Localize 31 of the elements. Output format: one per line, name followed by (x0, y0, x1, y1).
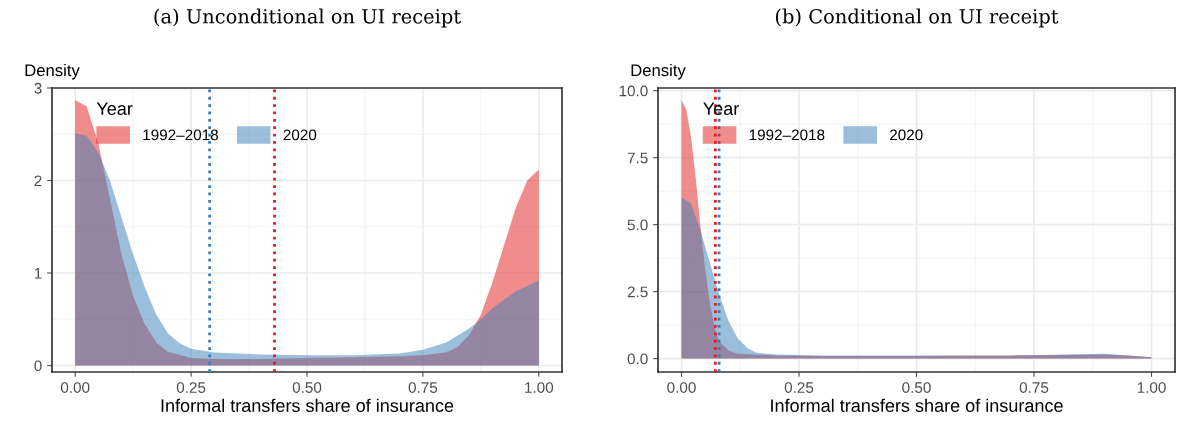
legend-title: Year (96, 102, 133, 116)
y-tick-label: 0.0 (627, 353, 648, 365)
y-tick-label: 2 (34, 175, 42, 187)
y-axis-title: Density (25, 63, 80, 80)
x-tick-label: 0.75 (1019, 382, 1049, 393)
legend-title: Year (703, 102, 739, 116)
y-tick-label: 5.0 (627, 219, 648, 231)
y-axis-title: Density (631, 63, 686, 80)
x-axis-title: Informal transfers share of insurance (161, 398, 454, 412)
x-tick-label: 0.25 (176, 382, 206, 393)
chart-title: (a) Unconditional on UI receipt (154, 8, 461, 28)
x-axis-title: Informal transfers share of insurance (771, 398, 1063, 412)
x-tick-label: 0.75 (408, 382, 438, 393)
legend-label: 1992–2018 (143, 129, 218, 141)
y-tick-label: 3 (34, 82, 42, 94)
x-tick-label: 1.00 (1137, 382, 1166, 393)
x-tick-label: 0.00 (60, 382, 90, 393)
y-tick-label: 2.5 (627, 286, 648, 298)
x-tick-label: 0.50 (292, 382, 322, 393)
x-tick-label: 0.25 (784, 382, 814, 393)
y-tick-label: 0 (34, 360, 42, 372)
y-tick-label: 7.5 (627, 152, 648, 164)
y-tick-label: 10.0 (619, 85, 648, 97)
legend-label: 1992–2018 (749, 129, 825, 141)
chart-title: (b) Conditional on UI receipt (775, 8, 1059, 28)
x-tick-label: 0.00 (667, 382, 696, 393)
x-tick-label: 1.00 (525, 382, 554, 393)
legend-label: 2020 (283, 129, 317, 141)
y-tick-label: 1 (34, 268, 42, 279)
legend-label: 2020 (890, 129, 923, 141)
x-tick-label: 0.50 (902, 382, 931, 393)
